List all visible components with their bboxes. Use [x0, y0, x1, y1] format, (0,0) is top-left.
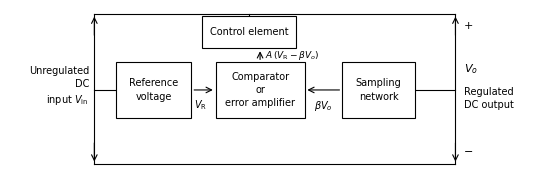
Text: Sampling
network: Sampling network	[356, 78, 402, 102]
Text: +: +	[464, 21, 473, 31]
Text: $\beta V_o$: $\beta V_o$	[314, 99, 333, 113]
Text: −: −	[464, 147, 473, 157]
Text: Control element: Control element	[210, 27, 288, 37]
Text: Comparator
or
error amplifier: Comparator or error amplifier	[225, 72, 295, 108]
Text: Unregulated
DC
input $V_{\mathrm{in}}$: Unregulated DC input $V_{\mathrm{in}}$	[29, 66, 89, 107]
Text: Regulated
DC output: Regulated DC output	[464, 87, 514, 110]
Text: $V_{\mathrm{R}}$: $V_{\mathrm{R}}$	[194, 99, 208, 112]
FancyBboxPatch shape	[342, 62, 415, 118]
Text: Reference
voltage: Reference voltage	[129, 78, 178, 102]
Text: $A\,(V_{\mathrm{R}} - \beta V_o)$: $A\,(V_{\mathrm{R}} - \beta V_o)$	[266, 49, 320, 62]
FancyBboxPatch shape	[116, 62, 191, 118]
FancyBboxPatch shape	[216, 62, 305, 118]
FancyBboxPatch shape	[202, 16, 296, 48]
Text: $V_o$: $V_o$	[464, 62, 478, 76]
